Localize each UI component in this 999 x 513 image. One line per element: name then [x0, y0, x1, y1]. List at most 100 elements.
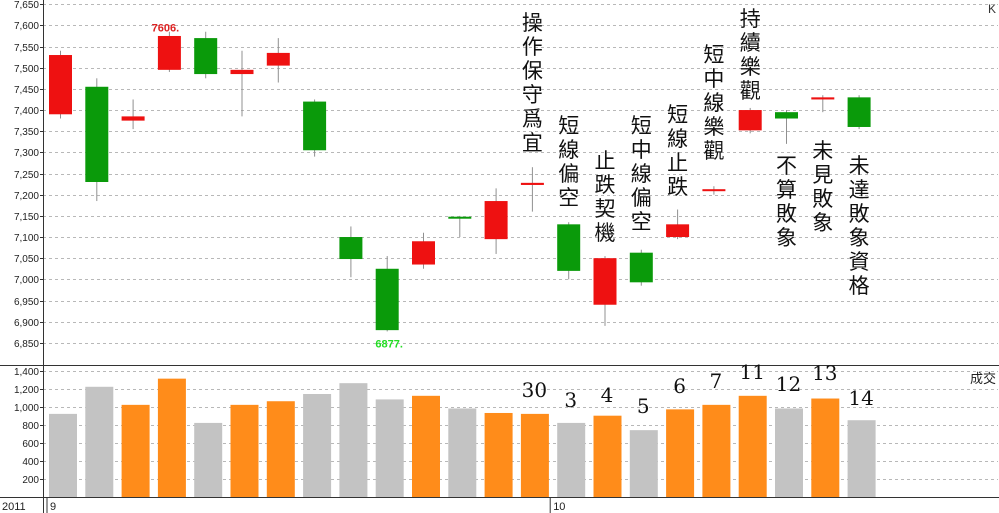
price-tick-label: 7,200 — [14, 191, 39, 202]
volume-bars — [49, 378, 876, 497]
volume-count-label: 11 — [739, 360, 764, 384]
volume-bar — [194, 422, 223, 497]
volume-bar — [557, 422, 586, 497]
annotation-char: 短 — [703, 43, 724, 67]
volume-bar — [230, 404, 259, 497]
candle-body — [666, 224, 690, 238]
annotation-char: 保 — [522, 59, 543, 83]
time-axis: 2011 9 10 — [2, 498, 565, 513]
month-label: 10 — [553, 501, 565, 513]
volume-tick-label: 1,400 — [14, 367, 39, 378]
year-label: 2011 — [2, 501, 26, 513]
volume-count-label: 6 — [673, 374, 686, 398]
annotation-char: 爲 — [522, 107, 543, 131]
candle-body — [266, 52, 290, 66]
volume-count-label: 14 — [848, 386, 873, 410]
annotation-char: 止 — [595, 149, 616, 173]
annotation-char: 敗 — [812, 187, 833, 211]
volume-bar — [157, 378, 186, 497]
annotation-char: 見 — [812, 163, 833, 187]
annotation-char: 象 — [849, 226, 870, 250]
price-tick-label: 7,500 — [14, 64, 39, 75]
annotation-char: 短 — [631, 114, 652, 138]
candle-body — [847, 97, 871, 127]
candle-body — [85, 86, 109, 182]
volume-count-labels: 30 3 4 56 7 11 12 13 14 — [522, 360, 874, 418]
annotation-char: 觀 — [703, 139, 724, 163]
candle-body — [702, 189, 726, 192]
annotation-char: 續 — [740, 31, 761, 55]
price-tick-label: 7,100 — [14, 233, 39, 244]
annotation-char: 達 — [849, 178, 870, 202]
annotation-char: 中 — [631, 138, 652, 162]
annotation-char: 作 — [522, 35, 543, 59]
annotation-char: 宜 — [522, 131, 543, 155]
volume-tick-label: 200 — [22, 475, 39, 486]
volume-bar — [303, 394, 332, 497]
annotation-char: 格 — [849, 274, 870, 298]
annotation-char: 中 — [703, 67, 724, 91]
annotation-char: 敗 — [776, 202, 797, 226]
annotation-char: 未 — [849, 154, 870, 178]
price-tick-label: 7,300 — [14, 148, 39, 159]
volume-panel: 200 400 600 800 1,000 1,200 1,400 成交 — [14, 367, 998, 486]
annotation-char: 空 — [558, 186, 579, 210]
volume-bar — [811, 398, 840, 497]
annotation-char: 跌 — [667, 175, 688, 199]
volume-tick-label: 400 — [22, 457, 39, 468]
price-tick-label: 7,350 — [14, 127, 39, 138]
price-tick-label: 7,450 — [14, 85, 39, 96]
annotation-char: 觀 — [740, 79, 761, 103]
annotation-char: 短 — [558, 114, 579, 138]
volume-bar — [593, 415, 622, 497]
annotation-char: 樂 — [703, 115, 724, 139]
volume-count-label: 30 — [522, 378, 547, 402]
annotation-char: 偏 — [558, 162, 579, 186]
annotation-char: 資 — [849, 250, 870, 274]
volume-count-label: 7 — [710, 369, 723, 393]
annotation-char: 契 — [595, 197, 616, 221]
candle-body — [775, 112, 798, 119]
volume-bar — [738, 395, 767, 497]
volume-panel-corner-label: 成交 — [970, 371, 996, 386]
high-price-label: 7606. — [152, 23, 180, 35]
annotation-char: 線 — [703, 91, 724, 115]
candle-body — [49, 55, 72, 115]
low-price-label: 6877. — [375, 338, 403, 350]
price-panel-corner-label: K — [988, 2, 996, 16]
candle-body — [375, 268, 399, 331]
annotations: 操作保守爲宜短線偏空止跌契機短中線偏空短線止跌短中線樂觀持續樂觀不算敗象未見敗象… — [522, 7, 870, 298]
volume-bar — [448, 408, 477, 497]
volume-count-label: 13 — [812, 361, 837, 385]
annotation-char: 守 — [522, 83, 543, 107]
annotation-char: 偏 — [631, 186, 652, 210]
annotation-char: 敗 — [849, 202, 870, 226]
annotation-char: 不 — [776, 154, 797, 178]
candle-body — [303, 101, 327, 151]
annotation-char: 止 — [667, 151, 688, 175]
price-tick-label: 7,250 — [14, 170, 39, 181]
price-tick-label: 7,000 — [14, 275, 39, 286]
annotation-char: 線 — [558, 138, 579, 162]
volume-tick-label: 1,200 — [14, 385, 39, 396]
annotation-char: 樂 — [740, 55, 761, 79]
volume-bar — [702, 404, 731, 497]
price-panel: 6,850 6,900 6,950 7,000 7,050 7,100 7,150 7,200… — [14, 0, 998, 350]
volume-bar — [121, 404, 150, 497]
candle-body — [557, 224, 581, 271]
candle-body — [339, 237, 363, 260]
volume-count-label: 3 — [564, 388, 577, 412]
volume-tick-label: 800 — [22, 421, 39, 432]
candlesticks — [49, 31, 871, 332]
volume-count-label: 4 — [601, 383, 614, 407]
candle-body — [121, 116, 145, 121]
volume-bar — [775, 408, 803, 497]
volume-bar — [484, 412, 513, 497]
